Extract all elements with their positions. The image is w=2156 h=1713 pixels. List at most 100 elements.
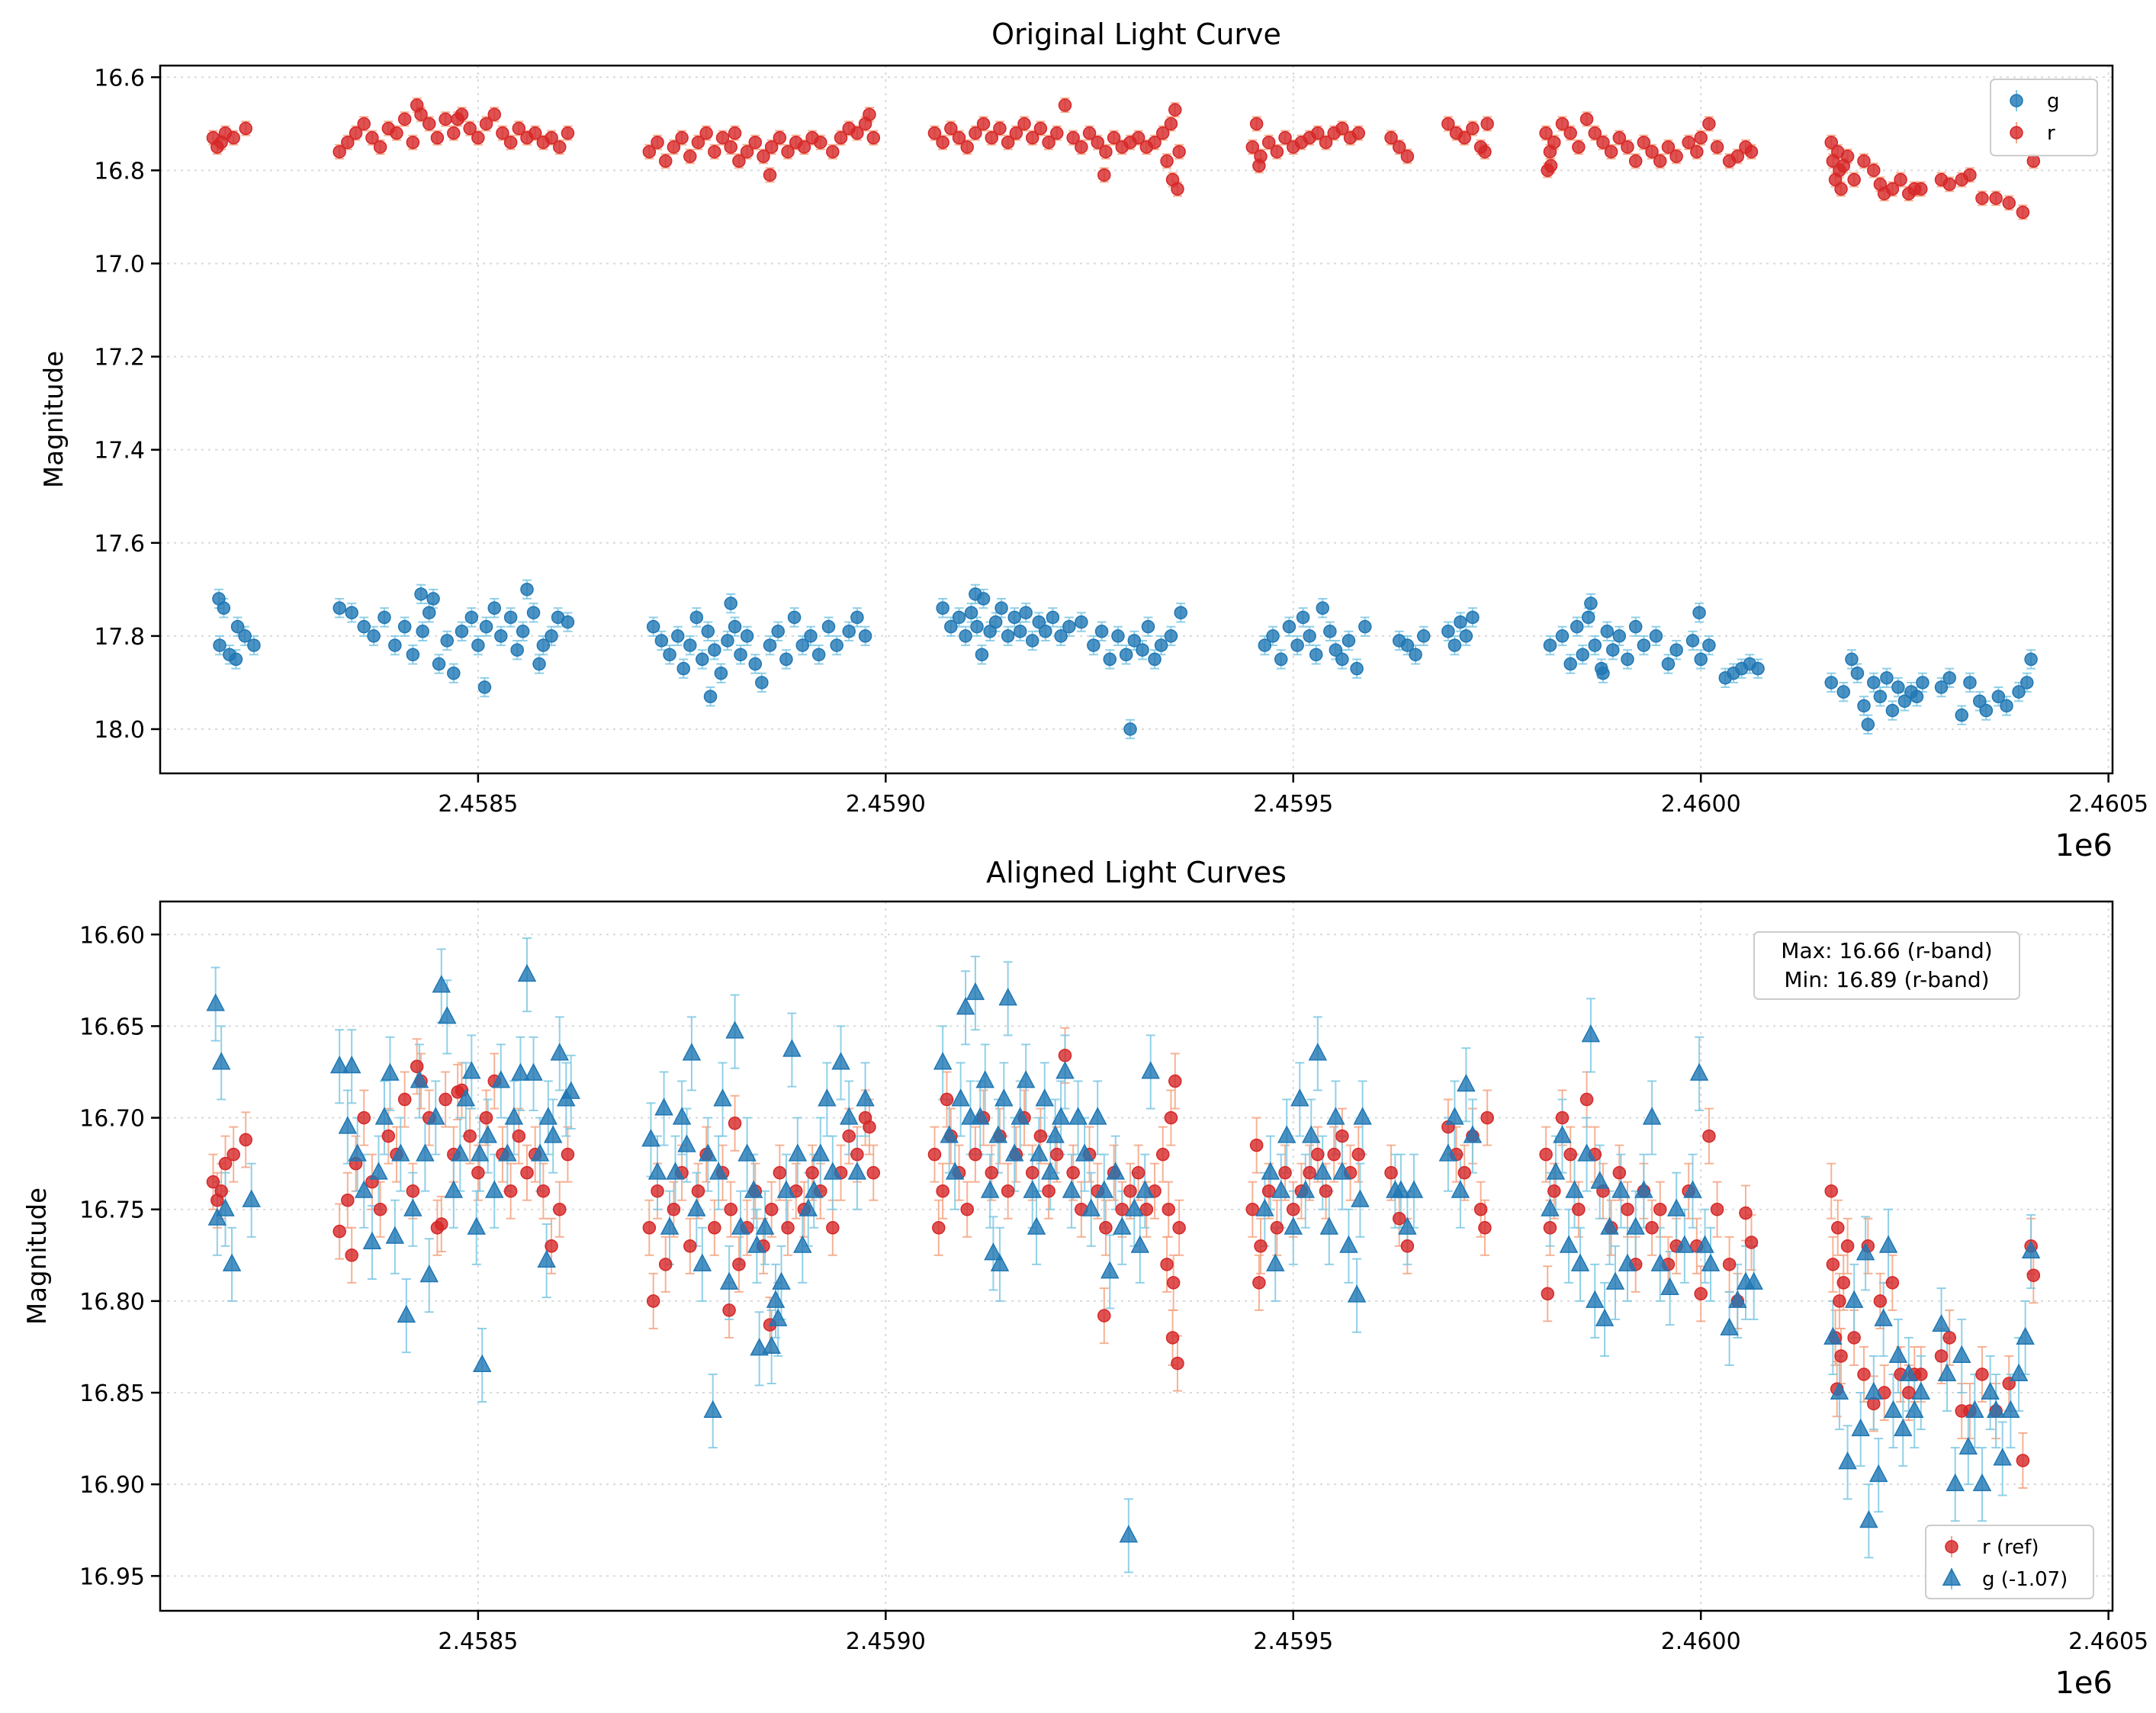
data-point-g: [2020, 676, 2034, 689]
data-point-g: [333, 601, 346, 615]
data-point-g-1-07: [1888, 1345, 1908, 1363]
annotation-max: Max: 16.66 (r-band): [1781, 938, 1992, 963]
data-point-r-ref: [373, 1202, 387, 1216]
data-point-r-ref: [1270, 1221, 1284, 1235]
data-point-g: [821, 619, 836, 634]
data-point-g: [1891, 680, 1905, 694]
data-point-g-1-07: [444, 1180, 464, 1198]
data-point-r: [1621, 140, 1634, 154]
data-point-g: [1164, 629, 1178, 643]
data-point-g-1-07: [537, 1249, 556, 1268]
data-point-g: [397, 619, 412, 634]
data-point-g: [1039, 625, 1052, 638]
data-point-r: [1690, 145, 1704, 159]
data-point-r-ref: [1914, 1368, 1928, 1381]
legend-box: [1990, 79, 2098, 156]
data-point-r-ref: [1335, 1129, 1349, 1143]
data-point-r-ref: [985, 1165, 999, 1180]
data-point-g: [969, 587, 982, 601]
x-tick-label: 2.4605: [2068, 791, 2148, 818]
data-point-g-1-07: [811, 1143, 831, 1162]
y-axis-label: Magnitude: [39, 351, 69, 488]
data-point-g-1-07: [805, 1180, 824, 1198]
y-tick-label: 17.8: [94, 624, 145, 651]
data-point-g: [975, 648, 989, 662]
data-point-g-1-07: [940, 1125, 959, 1143]
data-point-g-1-07: [654, 1098, 673, 1116]
data-point-g: [1612, 629, 1627, 643]
data-point-g: [440, 634, 455, 648]
legend-marker-g-1-07: [1942, 1567, 1962, 1586]
data-point-r-ref: [646, 1294, 660, 1308]
x-tick-label: 2.4605: [2068, 1628, 2148, 1655]
data-point-g-1-07: [1135, 1180, 1155, 1198]
data-point-g: [1329, 643, 1343, 657]
data-point-g: [1702, 638, 1716, 652]
data-point-g: [1448, 638, 1462, 652]
data-point-g-1-07: [1290, 1088, 1309, 1107]
data-point-g-1-07: [1277, 1125, 1296, 1143]
data-point-r: [944, 121, 958, 136]
data-point-g-1-07: [847, 1162, 867, 1180]
data-point-r-ref: [1541, 1287, 1555, 1301]
data-point-g-1-07: [1899, 1363, 1919, 1381]
data-point-g: [959, 629, 972, 643]
data-point-r: [826, 145, 840, 159]
data-point-r: [390, 126, 403, 140]
data-point-g: [1341, 634, 1356, 648]
data-point-g-1-07: [984, 1242, 1003, 1261]
data-point-g: [676, 661, 690, 676]
data-point-g-1-07: [762, 1335, 781, 1354]
data-point-r-ref: [1547, 1184, 1561, 1198]
data-point-g: [1637, 638, 1651, 652]
data-point-r: [227, 130, 240, 145]
data-point-r: [1989, 191, 2003, 205]
data-point-r-ref: [1400, 1239, 1415, 1253]
data-point-r-ref: [2026, 1268, 2041, 1282]
data-point-g: [526, 606, 541, 620]
data-point-r: [1744, 145, 1759, 159]
data-point-r: [430, 130, 445, 145]
data-point-g-1-07: [1271, 1180, 1290, 1198]
x-tick-label: 2.4600: [1661, 1628, 1741, 1655]
data-point-g-1-07: [1051, 1107, 1071, 1125]
data-point-r: [1311, 126, 1325, 140]
legend: gr: [1990, 79, 2098, 156]
data-point-g-1-07: [1859, 1509, 1878, 1528]
data-point-g: [1873, 689, 1888, 704]
data-point-r-ref: [1099, 1221, 1113, 1235]
data-point-r: [1099, 145, 1113, 159]
data-point-g: [1685, 634, 1700, 648]
data-point-r: [1702, 117, 1716, 131]
x-tick-label: 2.4600: [1661, 791, 1741, 818]
data-point-r: [1335, 121, 1349, 136]
data-point-g: [2012, 685, 2026, 699]
data-point-g: [1358, 619, 1372, 634]
data-point-g-1-07: [1650, 1253, 1670, 1271]
data-point-r: [1478, 145, 1492, 159]
data-point-g: [1266, 629, 1280, 643]
data-point-r: [1042, 135, 1056, 149]
data-point-r-ref: [357, 1110, 371, 1125]
data-point-g-1-07: [1626, 1216, 1645, 1235]
data-point-r: [1857, 154, 1871, 168]
data-point-r-ref: [1351, 1147, 1366, 1162]
data-point-r: [1661, 140, 1676, 154]
data-point-g: [2024, 652, 2038, 667]
data-point-r-ref: [1902, 1386, 1916, 1400]
data-point-g-1-07: [1398, 1216, 1417, 1235]
data-point-r-ref: [1115, 1202, 1129, 1216]
data-point-g: [1441, 625, 1455, 638]
data-point-r: [1164, 117, 1178, 131]
legend-marker-g: [2010, 94, 2023, 108]
data-point-r: [1400, 149, 1415, 163]
data-point-r: [748, 135, 763, 149]
data-point-r-ref: [722, 1303, 736, 1317]
data-point-g-1-07: [1088, 1107, 1107, 1125]
data-point-g: [779, 652, 793, 667]
data-point-g: [683, 638, 697, 652]
data-point-g: [994, 601, 1008, 615]
data-point-r-ref: [1702, 1129, 1716, 1143]
data-point-g-1-07: [1308, 1043, 1328, 1061]
data-point-r-ref: [667, 1202, 681, 1216]
